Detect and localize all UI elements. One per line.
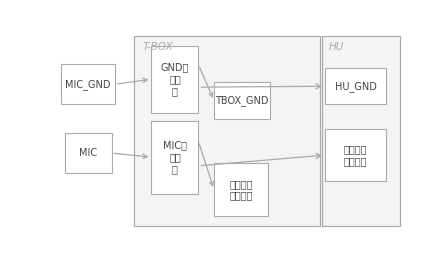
Text: MIC: MIC — [79, 148, 97, 158]
Bar — [214, 82, 270, 119]
Text: MIC切
换电
路: MIC切 换电 路 — [163, 140, 187, 174]
Bar — [325, 68, 386, 104]
Text: T-BOX: T-BOX — [143, 42, 173, 52]
Text: TBOX_GND: TBOX_GND — [215, 95, 268, 106]
Text: 声音信号
处理电路: 声音信号 处理电路 — [344, 144, 367, 166]
Text: GND切
换电
路: GND切 换电 路 — [161, 63, 189, 96]
Bar — [151, 121, 198, 194]
Bar — [322, 36, 400, 226]
Bar — [134, 36, 320, 226]
Bar — [65, 133, 112, 173]
Bar — [151, 46, 198, 113]
Text: 声音信号
处理电路: 声音信号 处理电路 — [229, 179, 253, 200]
Text: MIC_GND: MIC_GND — [65, 79, 111, 90]
Text: HU_GND: HU_GND — [335, 81, 376, 92]
Bar — [61, 64, 115, 104]
Text: HU: HU — [328, 42, 344, 52]
Bar — [214, 163, 268, 216]
Bar — [325, 129, 386, 181]
